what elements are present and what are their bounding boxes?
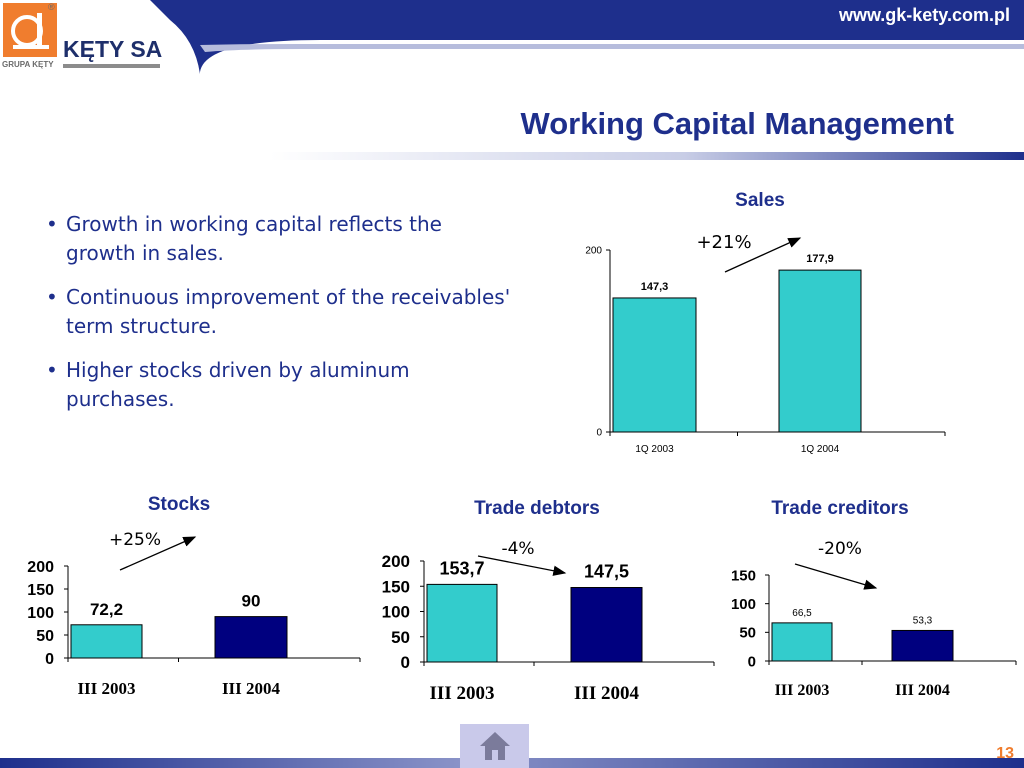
website-link[interactable]: www.gk-kety.com.pl xyxy=(838,5,1010,25)
bar xyxy=(214,616,288,659)
y-tick-label: 150 xyxy=(382,577,410,596)
home-icon xyxy=(480,732,510,760)
change-annotation: -4% xyxy=(501,539,534,559)
logo-icon xyxy=(3,3,57,57)
logo-subtitle: GRUPA KĘTY xyxy=(2,60,54,69)
y-tick-label: 50 xyxy=(739,625,756,642)
x-category-label: III 2003 xyxy=(430,683,495,704)
change-annotation: +21% xyxy=(696,232,751,253)
y-tick-label: 200 xyxy=(585,246,602,257)
bar xyxy=(70,624,143,659)
change-annotation: +25% xyxy=(109,530,161,550)
y-tick-label: 100 xyxy=(382,603,410,622)
y-tick-label: 0 xyxy=(596,428,602,439)
x-category-label: III 2004 xyxy=(222,679,281,698)
y-tick-label: 50 xyxy=(391,628,410,647)
chart-title: Trade debtors xyxy=(474,498,600,519)
bar xyxy=(778,269,862,433)
y-tick-label: 100 xyxy=(731,596,756,613)
header: ® KĘTY SA GRUPA KĘTY www.gk-kety.com.pl xyxy=(0,0,1024,160)
y-tick-label: 150 xyxy=(731,567,756,584)
bar-value-label: 147,3 xyxy=(641,281,669,293)
x-category-label: III 2003 xyxy=(775,682,830,699)
y-tick-label: 200 xyxy=(27,559,54,576)
x-category-label: 1Q 2004 xyxy=(801,444,840,455)
bullet-item: Higher stocks driven by aluminum purchas… xyxy=(44,356,514,414)
bar-value-label: 72,2 xyxy=(90,600,123,619)
header-decoration xyxy=(150,0,1024,160)
bullet-list: Growth in working capital reflects the g… xyxy=(44,210,514,429)
bar xyxy=(771,622,833,662)
y-tick-label: 0 xyxy=(401,653,410,672)
page-title: Working Capital Management xyxy=(520,106,955,141)
bar-value-label: 53,3 xyxy=(913,615,933,626)
y-tick-label: 100 xyxy=(27,605,54,622)
bar-value-label: 66,5 xyxy=(792,608,812,619)
y-tick-label: 0 xyxy=(748,653,756,670)
y-tick-label: 150 xyxy=(27,582,54,599)
bullet-item: Continuous improvement of the receivable… xyxy=(44,283,514,341)
x-category-label: III 2004 xyxy=(574,683,639,704)
bar xyxy=(891,629,954,662)
chart-title: Stocks xyxy=(148,494,210,515)
change-annotation: -20% xyxy=(818,539,862,559)
chart-title: Trade creditors xyxy=(771,498,908,519)
trend-arrow xyxy=(119,536,197,571)
bar-value-label: 177,9 xyxy=(806,253,834,265)
logo-text: KĘTY SA xyxy=(63,36,163,62)
bar-value-label: 90 xyxy=(242,592,261,611)
x-category-label: III 2003 xyxy=(77,679,135,698)
y-tick-label: 0 xyxy=(45,651,54,668)
bullet-item: Growth in working capital reflects the g… xyxy=(44,210,514,268)
y-tick-label: 200 xyxy=(382,552,410,571)
chart-title: Sales xyxy=(735,190,785,211)
logo-underline xyxy=(63,64,160,68)
y-tick-label: 50 xyxy=(36,628,54,645)
bar-value-label: 147,5 xyxy=(584,562,629,582)
x-category-label: III 2004 xyxy=(895,682,950,699)
bar xyxy=(426,583,498,663)
logo-registered-mark: ® xyxy=(48,2,55,12)
bar-value-label: 153,7 xyxy=(439,558,484,578)
trend-arrow xyxy=(477,555,567,576)
trend-arrow xyxy=(724,237,802,273)
bar xyxy=(612,297,697,433)
trend-arrow xyxy=(794,563,878,590)
home-button[interactable] xyxy=(460,724,529,768)
page-number: 13 xyxy=(996,745,1014,762)
x-category-label: 1Q 2003 xyxy=(635,444,674,455)
bar xyxy=(570,587,643,663)
